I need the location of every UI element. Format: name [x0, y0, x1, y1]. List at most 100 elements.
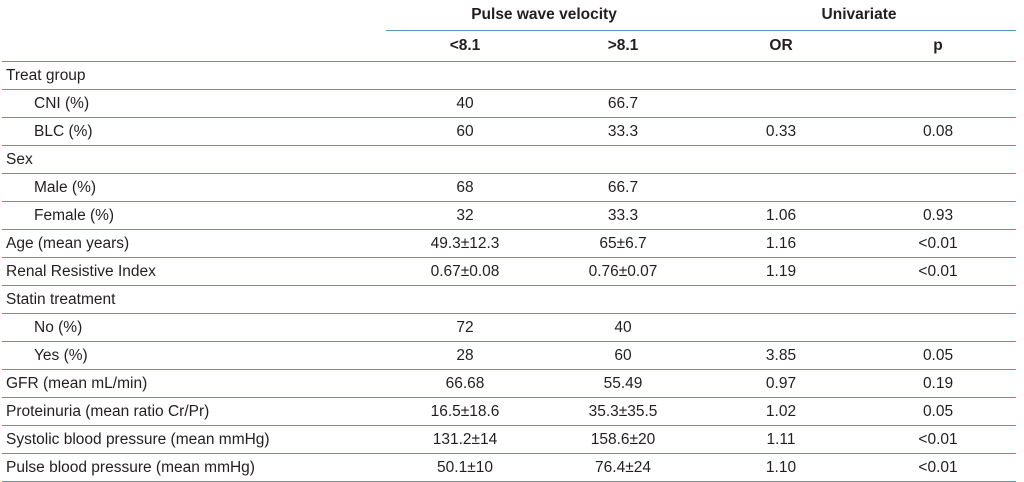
cell-p: 0.05: [860, 341, 1017, 370]
group-header-pulse-wave-velocity: Pulse wave velocity: [386, 0, 703, 31]
cell-or: [702, 61, 861, 90]
header-blank: [2, 0, 386, 31]
cell-or: 1.06: [702, 201, 861, 230]
cell-lt: [386, 285, 544, 314]
row-label: Pulse blood pressure (mean mmHg): [2, 453, 386, 482]
table-row: BLC (%) 60 33.3 0.33 0.08: [2, 117, 1017, 146]
table-row: No (%) 72 40: [2, 313, 1017, 342]
table-row: Treat group: [2, 61, 1017, 90]
cell-or: [702, 145, 861, 174]
table-row: Renal Resistive Index 0.67±0.08 0.76±0.07 1…: [2, 257, 1017, 286]
table-row: Yes (%) 28 60 3.85 0.05: [2, 341, 1017, 370]
cell-p: 0.05: [860, 397, 1017, 426]
cell-lt: [386, 61, 544, 90]
cell-gt: 158.6±20: [544, 425, 703, 454]
cell-p: [860, 285, 1017, 314]
row-label: BLC (%): [2, 117, 386, 146]
table-row: Age (mean years) 49.3±12.3 65±6.7 1.16 <0.01: [2, 229, 1017, 258]
table-row: Male (%) 68 66.7: [2, 173, 1017, 202]
row-label: Female (%): [2, 201, 386, 230]
cell-or: 1.11: [702, 425, 861, 454]
row-label: Male (%): [2, 173, 386, 202]
cell-gt: 55.49: [544, 369, 703, 398]
cell-gt: 60: [544, 341, 703, 370]
table-row: GFR (mean mL/min) 66.68 55.49 0.97 0.19: [2, 369, 1017, 398]
cell-gt: 65±6.7: [544, 229, 703, 258]
column-header-gt: >8.1: [544, 30, 703, 62]
row-label: Statin treatment: [2, 285, 386, 314]
cell-gt: 33.3: [544, 117, 703, 146]
cell-lt: 131.2±14: [386, 425, 544, 454]
cell-gt: 66.7: [544, 173, 703, 202]
table-body: Treat group CNI (%) 40 66.7 BLC (%) 60 33.3 0.3…: [2, 61, 1017, 482]
cell-or: 1.19: [702, 257, 861, 286]
cell-or: [702, 89, 861, 118]
cell-lt: 40: [386, 89, 544, 118]
row-label: GFR (mean mL/min): [2, 369, 386, 398]
cell-lt: 72: [386, 313, 544, 342]
cell-p: [860, 145, 1017, 174]
cell-lt: 60: [386, 117, 544, 146]
cell-lt: 49.3±12.3: [386, 229, 544, 258]
cell-lt: 28: [386, 341, 544, 370]
cell-p: 0.19: [860, 369, 1017, 398]
row-label: CNI (%): [2, 89, 386, 118]
cell-p: <0.01: [860, 453, 1017, 482]
cell-p: 0.93: [860, 201, 1017, 230]
cell-p: [860, 173, 1017, 202]
column-header-or: OR: [702, 30, 861, 62]
cell-p: <0.01: [860, 425, 1017, 454]
cell-gt: 66.7: [544, 89, 703, 118]
cell-or: 1.10: [702, 453, 861, 482]
table-row: Pulse blood pressure (mean mmHg) 50.1±10 7…: [2, 453, 1017, 482]
header-label-blank: [2, 30, 386, 62]
table-row: Statin treatment: [2, 285, 1017, 314]
cell-lt: 32: [386, 201, 544, 230]
cell-p: <0.01: [860, 257, 1017, 286]
table-row: CNI (%) 40 66.7: [2, 89, 1017, 118]
cell-or: [702, 173, 861, 202]
table-row: Sex: [2, 145, 1017, 174]
cell-p: [860, 313, 1017, 342]
row-label: No (%): [2, 313, 386, 342]
cell-p: <0.01: [860, 229, 1017, 258]
row-label: Sex: [2, 145, 386, 174]
cell-or: 0.97: [702, 369, 861, 398]
column-header-lt: <8.1: [386, 30, 544, 62]
row-label: Yes (%): [2, 341, 386, 370]
table-row: Systolic blood pressure (mean mmHg) 131.2…: [2, 425, 1017, 454]
cell-gt: 35.3±35.5: [544, 397, 703, 426]
cell-lt: 16.5±18.6: [386, 397, 544, 426]
row-label: Renal Resistive Index: [2, 257, 386, 286]
row-label: Treat group: [2, 61, 386, 90]
row-label: Systolic blood pressure (mean mmHg): [2, 425, 386, 454]
row-label: Proteinuria (mean ratio Cr/Pr): [2, 397, 386, 426]
table-row: Proteinuria (mean ratio Cr/Pr) 16.5±18.6 3…: [2, 397, 1017, 426]
cell-or: 1.16: [702, 229, 861, 258]
cell-p: [860, 61, 1017, 90]
cell-lt: [386, 145, 544, 174]
cell-gt: 33.3: [544, 201, 703, 230]
cell-gt: [544, 61, 703, 90]
cell-or: [702, 313, 861, 342]
cell-lt: 68: [386, 173, 544, 202]
cell-gt: [544, 285, 703, 314]
row-label: Age (mean years): [2, 229, 386, 258]
table-row: Female (%) 32 33.3 1.06 0.93: [2, 201, 1017, 230]
cell-gt: 0.76±0.07: [544, 257, 703, 286]
table-header: Pulse wave velocity Univariate <8.1 >8.1…: [2, 0, 1017, 62]
group-header-univariate: Univariate: [702, 0, 1017, 31]
cell-lt: 66.68: [386, 369, 544, 398]
cell-or: 0.33: [702, 117, 861, 146]
cell-gt: 40: [544, 313, 703, 342]
cell-gt: 76.4±24: [544, 453, 703, 482]
cell-or: 1.02: [702, 397, 861, 426]
cell-lt: 0.67±0.08: [386, 257, 544, 286]
cell-p: 0.08: [860, 117, 1017, 146]
column-header-p: p: [860, 30, 1017, 62]
cell-or: 3.85: [702, 341, 861, 370]
cell-p: [860, 89, 1017, 118]
cell-or: [702, 285, 861, 314]
cell-gt: [544, 145, 703, 174]
